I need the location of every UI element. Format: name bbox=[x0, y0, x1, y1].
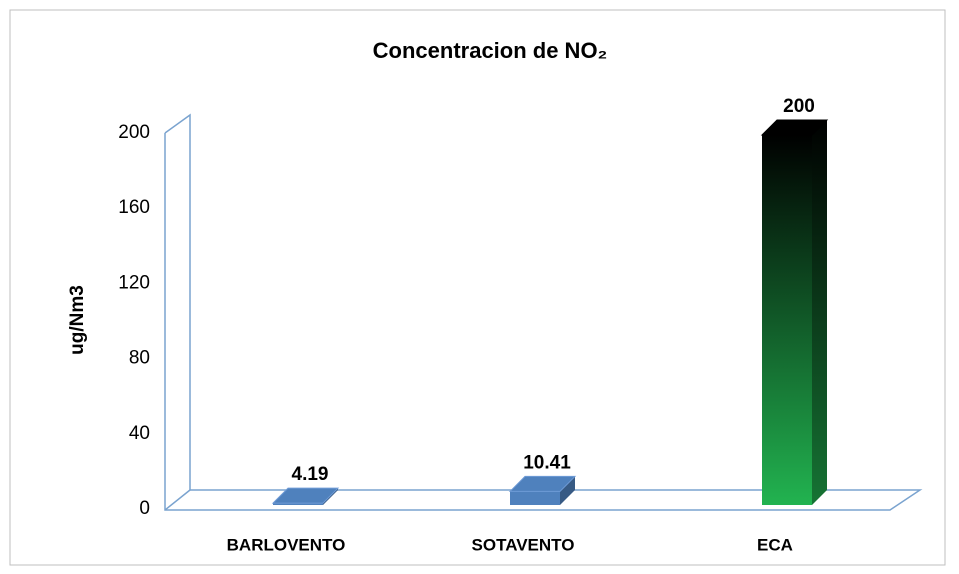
value-label: 10.41 bbox=[523, 452, 571, 473]
y-tick-label: 160 bbox=[118, 197, 150, 218]
y-tick-label: 120 bbox=[118, 272, 150, 293]
bar-top bbox=[271, 487, 340, 504]
x-tick-label: SOTAVENTO bbox=[472, 535, 575, 554]
y-axis-label: ug/Nm3 bbox=[67, 285, 88, 355]
y-tick-label: 0 bbox=[139, 498, 150, 519]
x-tick-label: BARLOVENTO bbox=[227, 535, 346, 554]
value-label: 200 bbox=[783, 96, 815, 117]
axes-walls bbox=[164, 113, 923, 511]
bar bbox=[762, 135, 812, 505]
bar bbox=[273, 503, 323, 505]
y-tick-label: 80 bbox=[129, 348, 150, 369]
bar-top bbox=[508, 475, 577, 492]
y-tick-label: 40 bbox=[129, 423, 150, 444]
bar-top bbox=[760, 119, 829, 136]
x-tick-label: ECA bbox=[757, 535, 793, 554]
chart-title: Concentracion de NO₂ bbox=[373, 38, 608, 63]
value-label: 4.19 bbox=[292, 464, 329, 485]
bar bbox=[510, 491, 560, 505]
bar-side bbox=[560, 476, 575, 505]
y-tick-label: 200 bbox=[118, 122, 150, 143]
bar-side bbox=[812, 120, 827, 505]
